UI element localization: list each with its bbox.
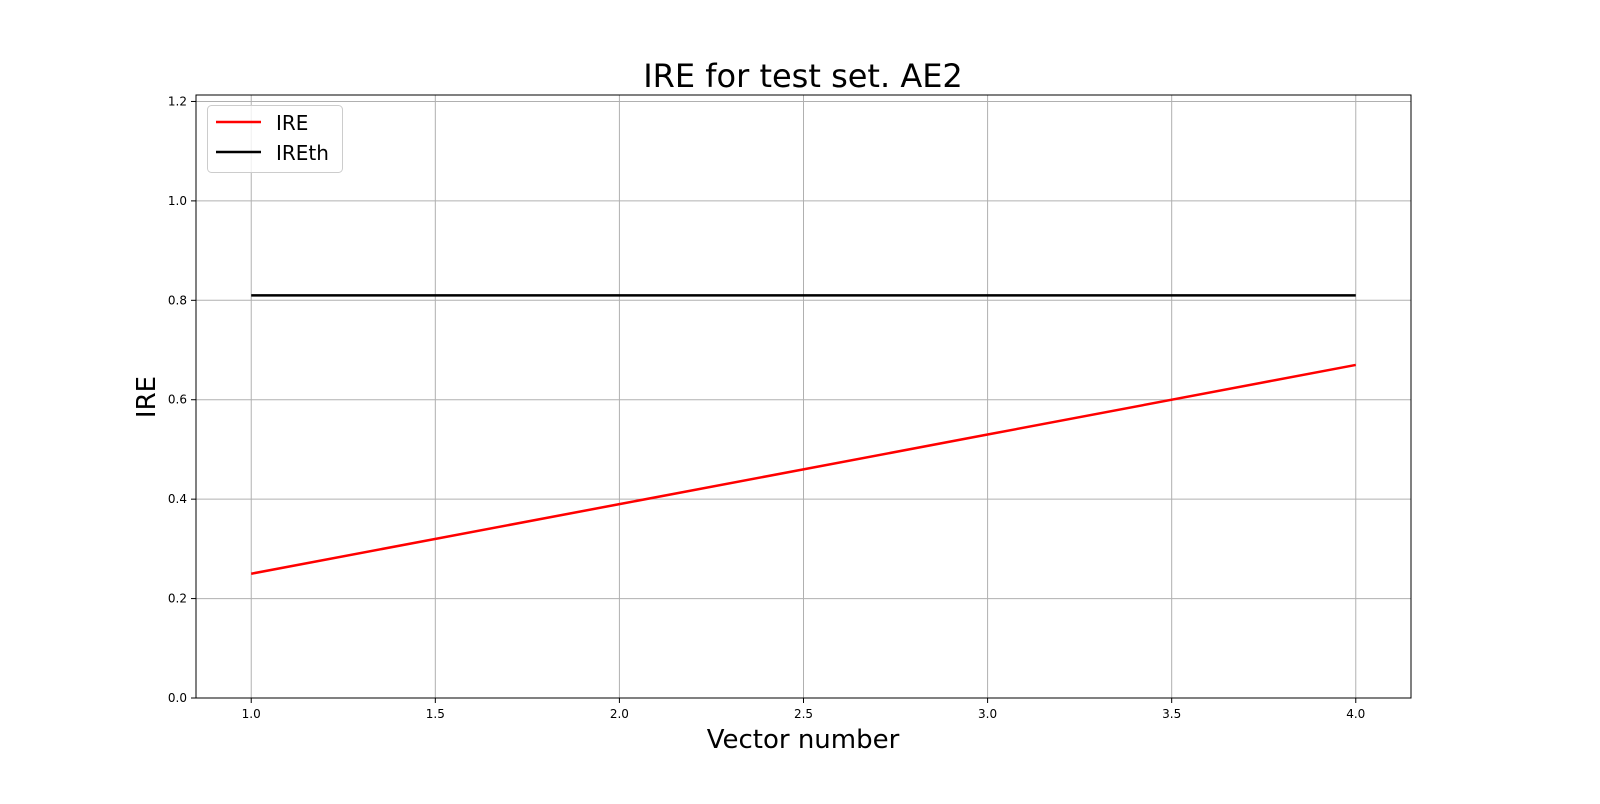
ticks: 1.0 1.5 2.0 2.5 3.0 3.5 4.0 0.0 0.2 0.4 0.6 0.8 1.0 1… [168,94,1365,721]
series-group [250,294,1357,575]
x-tick-label: 2.5 [794,707,813,721]
y-tick-label: 0.4 [168,492,187,506]
y-tick-label: 1.0 [168,194,187,208]
x-tick-label: 2.0 [610,707,629,721]
x-tick-label: 4.0 [1346,707,1365,721]
x-tick-label: 3.5 [1162,707,1181,721]
y-tick-label: 1.2 [168,94,187,108]
y-tick-label: 0.2 [168,592,187,606]
series-line-ire [250,363,1357,575]
legend: IRE IREth [207,105,343,173]
legend-label-ire: IRE [276,111,308,135]
y-tick-label: 0.0 [168,691,187,705]
x-tick-label: 1.0 [242,707,261,721]
y-tick-label: 0.6 [168,393,187,407]
x-tick-label: 1.5 [426,707,445,721]
x-axis-label: Vector number [707,725,900,755]
chart-title: IRE for test set. AE2 [643,57,963,95]
y-axis-label: IRE [132,376,162,418]
legend-label-ireth: IREth [276,141,329,165]
x-tick-label: 3.0 [978,707,997,721]
y-tick-label: 0.8 [168,293,187,307]
grid [196,95,1411,699]
